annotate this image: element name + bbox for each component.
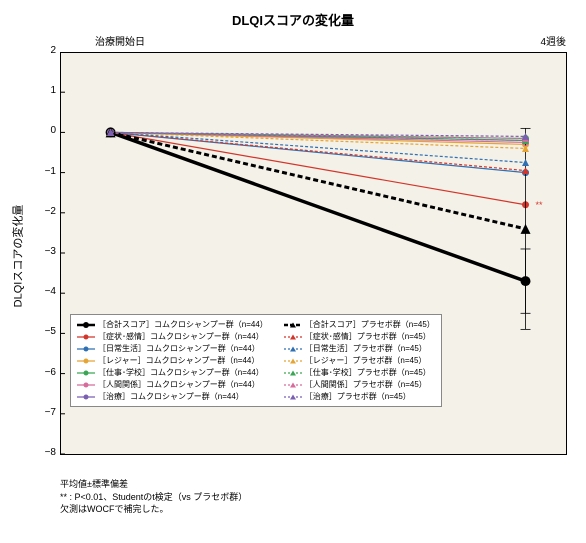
legend-item: ［治療］プラセボ群（n=45） xyxy=(284,391,435,402)
y-tick: 2 xyxy=(26,45,56,56)
legend-item: ［症状･感情］プラセボ群（n=45） xyxy=(284,331,435,342)
legend-label: ［人間関係］コムクロシャンプー群（n=44） xyxy=(98,379,260,390)
y-tick: −5 xyxy=(26,326,56,337)
legend: ［合計スコア］コムクロシャンプー群（n=44）［症状･感情］コムクロシャンプー群… xyxy=(70,314,442,407)
legend-item: ［仕事･学校］コムクロシャンプー群（n=44） xyxy=(77,367,268,378)
y-tick: −1 xyxy=(26,166,56,177)
legend-swatch xyxy=(77,357,95,365)
legend-label: ［人間関係］プラセボ群（n=45） xyxy=(305,379,427,390)
legend-label: ［仕事･学校］プラセボ群（n=45） xyxy=(305,367,431,378)
x-axis-labels: 治療開始日 4週後 xyxy=(0,33,586,49)
chart-container: DLQIスコアの変化量 治療開始日 4週後 DLQIスコアの変化量 −8 −7 −6… xyxy=(0,0,586,543)
legend-swatch xyxy=(284,381,302,389)
legend-label: ［日常生活］プラセボ群（n=45） xyxy=(305,343,427,354)
legend-swatch xyxy=(284,345,302,353)
y-tick: 0 xyxy=(26,125,56,136)
legend-label: ［レジャー］プラセボ群（n=45） xyxy=(305,355,427,366)
y-tick: −2 xyxy=(26,206,56,217)
legend-item: ［人間関係］プラセボ群（n=45） xyxy=(284,379,435,390)
y-tick: −6 xyxy=(26,367,56,378)
legend-label: ［合計スコア］コムクロシャンプー群（n=44） xyxy=(98,319,268,330)
y-axis-label: DLQIスコアの変化量 xyxy=(9,205,25,308)
legend-swatch xyxy=(77,393,95,401)
footnote-line: ** : P<0.01、Studentのt検定（vs プラセボ群） xyxy=(60,491,247,504)
legend-swatch xyxy=(284,357,302,365)
footnote-line: 欠測はWOCFで補完した。 xyxy=(60,503,247,516)
legend-label: ［仕事･学校］コムクロシャンプー群（n=44） xyxy=(98,367,264,378)
footnotes: 平均値±標準偏差** : P<0.01、Studentのt検定（vs プラセボ群… xyxy=(60,478,247,516)
legend-item: ［合計スコア］プラセボ群（n=45） xyxy=(284,319,435,330)
legend-column: ［合計スコア］プラセボ群（n=45）［症状･感情］プラセボ群（n=45）［日常生… xyxy=(284,319,435,402)
legend-label: ［レジャー］コムクロシャンプー群（n=44） xyxy=(98,355,259,366)
legend-label: ［症状･感情］プラセボ群（n=45） xyxy=(305,331,431,342)
legend-item: ［合計スコア］コムクロシャンプー群（n=44） xyxy=(77,319,268,330)
legend-item: ［治療］コムクロシャンプー群（n=44） xyxy=(77,391,268,402)
legend-label: ［合計スコア］プラセボ群（n=45） xyxy=(305,319,435,330)
legend-item: ［症状･感情］コムクロシャンプー群（n=44） xyxy=(77,331,268,342)
y-tick: −4 xyxy=(26,286,56,297)
sig-marker: ** xyxy=(536,200,543,210)
legend-item: ［日常生活］プラセボ群（n=45） xyxy=(284,343,435,354)
footnote-line: 平均値±標準偏差 xyxy=(60,478,247,491)
x-label-end: 4週後 xyxy=(540,33,566,48)
x-label-start: 治療開始日 xyxy=(95,33,145,48)
legend-label: ［日常生活］コムクロシャンプー群（n=44） xyxy=(98,343,260,354)
legend-swatch xyxy=(77,369,95,377)
legend-label: ［治療］コムクロシャンプー群（n=44） xyxy=(98,391,244,402)
legend-swatch xyxy=(284,333,302,341)
legend-item: ［人間関係］コムクロシャンプー群（n=44） xyxy=(77,379,268,390)
legend-column: ［合計スコア］コムクロシャンプー群（n=44）［症状･感情］コムクロシャンプー群… xyxy=(77,319,268,402)
y-tick: −3 xyxy=(26,246,56,257)
legend-swatch xyxy=(284,369,302,377)
legend-item: ［レジャー］プラセボ群（n=45） xyxy=(284,355,435,366)
chart-title: DLQIスコアの変化量 xyxy=(0,0,586,29)
y-tick: −7 xyxy=(26,407,56,418)
legend-swatch xyxy=(77,381,95,389)
legend-item: ［レジャー］コムクロシャンプー群（n=44） xyxy=(77,355,268,366)
legend-label: ［症状･感情］コムクロシャンプー群（n=44） xyxy=(98,331,264,342)
legend-swatch xyxy=(284,393,302,401)
legend-swatch xyxy=(77,345,95,353)
legend-item: ［日常生活］コムクロシャンプー群（n=44） xyxy=(77,343,268,354)
legend-swatch xyxy=(77,321,95,329)
legend-item: ［仕事･学校］プラセボ群（n=45） xyxy=(284,367,435,378)
y-tick: −8 xyxy=(26,447,56,458)
legend-swatch xyxy=(284,321,302,329)
y-tick: 1 xyxy=(26,85,56,96)
legend-swatch xyxy=(77,333,95,341)
legend-label: ［治療］プラセボ群（n=45） xyxy=(305,391,411,402)
